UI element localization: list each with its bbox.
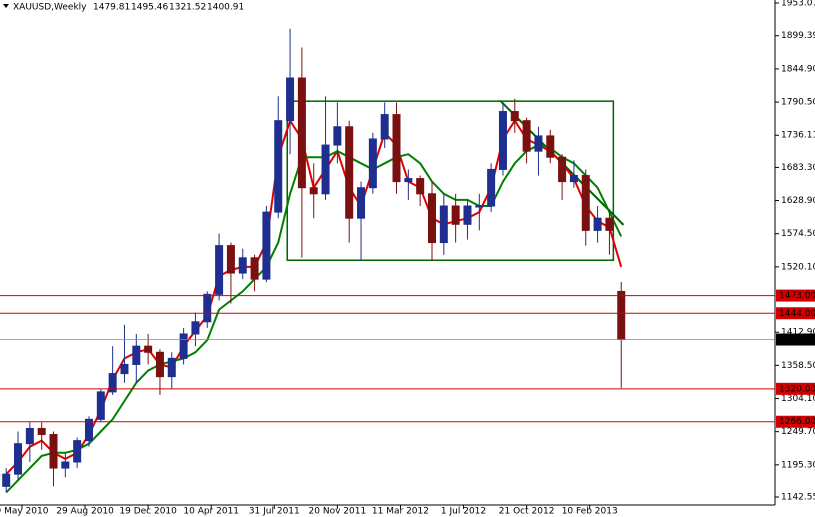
last-price-label: 1400.91: [779, 335, 815, 345]
candle-body: [380, 114, 389, 140]
y-tick-label: 1790.50: [781, 98, 815, 108]
candle-body: [14, 443, 23, 475]
candle-body: [274, 120, 283, 213]
symbol: XAUUSD,Weekly: [13, 3, 87, 13]
level-tag: [776, 289, 815, 302]
candle-body: [286, 77, 295, 122]
level-tag: [776, 415, 815, 428]
candle-body: [321, 144, 330, 195]
candle-body: [61, 461, 70, 469]
x-tick-label: 10 Feb 2013: [562, 507, 618, 517]
range-box: [286, 100, 615, 261]
y-tick-label: 1736.11: [781, 131, 815, 141]
candle-body: [179, 333, 188, 359]
x-tick-label: 21 Oct 2012: [499, 507, 555, 517]
ohlc-low: 1321.52: [169, 3, 206, 13]
candle-body: [487, 168, 496, 207]
y-tick-label: 1574.50: [781, 229, 815, 239]
candle-body: [25, 427, 34, 445]
candle-body: [581, 175, 590, 231]
y-tick-label: 1358.50: [781, 361, 815, 371]
candle-body: [96, 391, 105, 420]
candle-body: [498, 111, 507, 170]
level-label: 1473.00: [779, 291, 815, 301]
candle-body: [463, 205, 472, 225]
y-tick-label: 1195.30: [781, 460, 815, 470]
last-price-tag: [776, 333, 815, 346]
candle-body: [357, 187, 366, 219]
candle-body: [451, 205, 460, 225]
ohlc-high: 1495.46: [131, 3, 168, 13]
candle-body: [37, 427, 46, 436]
candle-body: [84, 418, 93, 442]
y-tick-label: 1142.55: [781, 492, 815, 502]
candle-body: [49, 434, 58, 469]
candle-body: [534, 135, 543, 152]
y-tick-label: 1249.70: [781, 427, 815, 437]
candle-body: [404, 178, 413, 183]
level-label: 1266.00: [779, 417, 815, 427]
candle-body: [120, 363, 129, 375]
level-tag: [776, 307, 815, 320]
x-tick-label: 20 Nov 2011: [309, 507, 367, 517]
ohlc-open: 1479.81: [93, 3, 130, 13]
candle-body: [345, 126, 354, 219]
candle-body: [546, 135, 555, 158]
x-tick-label: 19 Dec 2010: [119, 507, 177, 517]
candle-body: [593, 217, 602, 231]
candle-body: [108, 373, 117, 393]
candle-body: [569, 175, 578, 183]
candle-body: [558, 156, 567, 183]
x-tick-label: 29 Aug 2010: [56, 507, 114, 517]
y-tick-label: 1412.90: [781, 328, 815, 338]
y-tick-label: 1520.10: [781, 262, 815, 272]
candle-body: [439, 205, 448, 244]
candle-body: [132, 345, 141, 365]
candle-body: [262, 211, 271, 280]
x-tick-label: 31 Jul 2011: [249, 507, 300, 517]
candle-body: [167, 357, 176, 378]
y-tick-label: 1844.90: [781, 64, 815, 74]
ohlc-close: 1400.91: [207, 3, 244, 13]
candle-body: [617, 290, 626, 341]
candle-body: [203, 293, 212, 323]
candle-body: [510, 111, 519, 122]
y-tick-label: 1899.39: [781, 31, 815, 41]
level-tag: [776, 382, 815, 395]
x-tick-label: 9 May 2010: [0, 507, 49, 517]
candle-body: [368, 138, 377, 189]
candle-body: [144, 345, 153, 353]
candle-body: [333, 126, 342, 146]
candle-body: [226, 245, 235, 274]
candle-body: [238, 257, 247, 274]
candle-body: [2, 473, 11, 487]
candle-body: [215, 245, 224, 295]
x-tick-label: 11 Mar 2012: [372, 507, 429, 517]
y-tick-label: 1953.07: [781, 0, 815, 9]
y-tick-label: 1683.30: [781, 163, 815, 173]
level-label: 1320.00: [779, 384, 815, 394]
candle-body: [297, 77, 306, 189]
x-tick-label: 1 Jul 2012: [441, 507, 486, 517]
menu-arrow: [3, 4, 9, 8]
candle-body: [155, 351, 164, 378]
x-tick-label: 10 Apr 2011: [183, 507, 239, 517]
candle-body: [522, 120, 531, 152]
y-tick-label: 1304.10: [781, 394, 815, 404]
candle-body: [191, 321, 200, 335]
candle-body: [73, 440, 82, 463]
y-tick-label: 1628.90: [781, 196, 815, 206]
candle-body: [416, 178, 425, 195]
level-label: 1444.00: [779, 309, 815, 319]
candle-body: [309, 187, 318, 195]
candle-body: [605, 217, 614, 231]
indicator-line: [5, 144, 623, 494]
candle-body: [475, 205, 484, 208]
plot: [2, 28, 626, 494]
candle-body: [250, 257, 259, 280]
candle-body: [427, 193, 436, 244]
candle-body: [392, 114, 401, 183]
